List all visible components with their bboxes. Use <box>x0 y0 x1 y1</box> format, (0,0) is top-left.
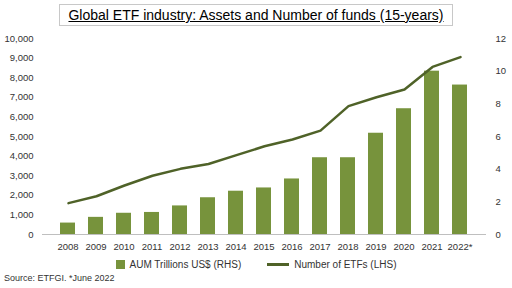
svg-text:2019: 2019 <box>365 241 386 252</box>
svg-text:2016: 2016 <box>281 241 302 252</box>
svg-text:6: 6 <box>496 131 501 142</box>
svg-text:0: 0 <box>496 229 501 240</box>
svg-text:2013: 2013 <box>197 241 218 252</box>
svg-text:2014: 2014 <box>225 241 246 252</box>
svg-text:2008: 2008 <box>57 241 78 252</box>
svg-text:5,000: 5,000 <box>10 131 34 142</box>
svg-text:2020: 2020 <box>393 241 414 252</box>
svg-text:10,000: 10,000 <box>4 33 33 44</box>
svg-text:2010: 2010 <box>113 241 134 252</box>
svg-text:2,000: 2,000 <box>10 189 34 200</box>
svg-text:2: 2 <box>496 196 501 207</box>
svg-text:6,000: 6,000 <box>10 111 34 122</box>
svg-text:0: 0 <box>28 229 33 240</box>
svg-text:2015: 2015 <box>253 241 274 252</box>
html-text:Number of ETFs (LHS): Number of ETFs (LHS) <box>294 259 397 270</box>
svg-text:1,000: 1,000 <box>10 209 34 220</box>
svg-text:2018: 2018 <box>337 241 358 252</box>
svg-text:2017: 2017 <box>309 241 330 252</box>
svg-text:9,000: 9,000 <box>10 52 34 63</box>
svg-text:2009: 2009 <box>85 241 106 252</box>
svg-text:8,000: 8,000 <box>10 72 34 83</box>
svg-text:12: 12 <box>496 33 507 44</box>
svg-text:2012: 2012 <box>169 241 190 252</box>
svg-text:2011: 2011 <box>142 241 162 252</box>
svg-text:4: 4 <box>496 163 501 174</box>
svg-text:7,000: 7,000 <box>10 91 34 102</box>
svg-text:2022*: 2022* <box>448 241 473 252</box>
svg-text:4,000: 4,000 <box>10 150 34 161</box>
html-text:Source: ETFGI. *June 2022: Source: ETFGI. *June 2022 <box>4 273 115 283</box>
svg-text:10: 10 <box>496 65 507 76</box>
svg-text:2021: 2021 <box>421 241 442 252</box>
html-text:Global ETF industry: Assets an: Global ETF industry: Assets and Number o… <box>68 7 444 23</box>
svg-text:8: 8 <box>496 98 501 109</box>
html-text:AUM Trillions US$ (RHS): AUM Trillions US$ (RHS) <box>129 259 242 270</box>
svg-text:3,000: 3,000 <box>10 170 34 181</box>
